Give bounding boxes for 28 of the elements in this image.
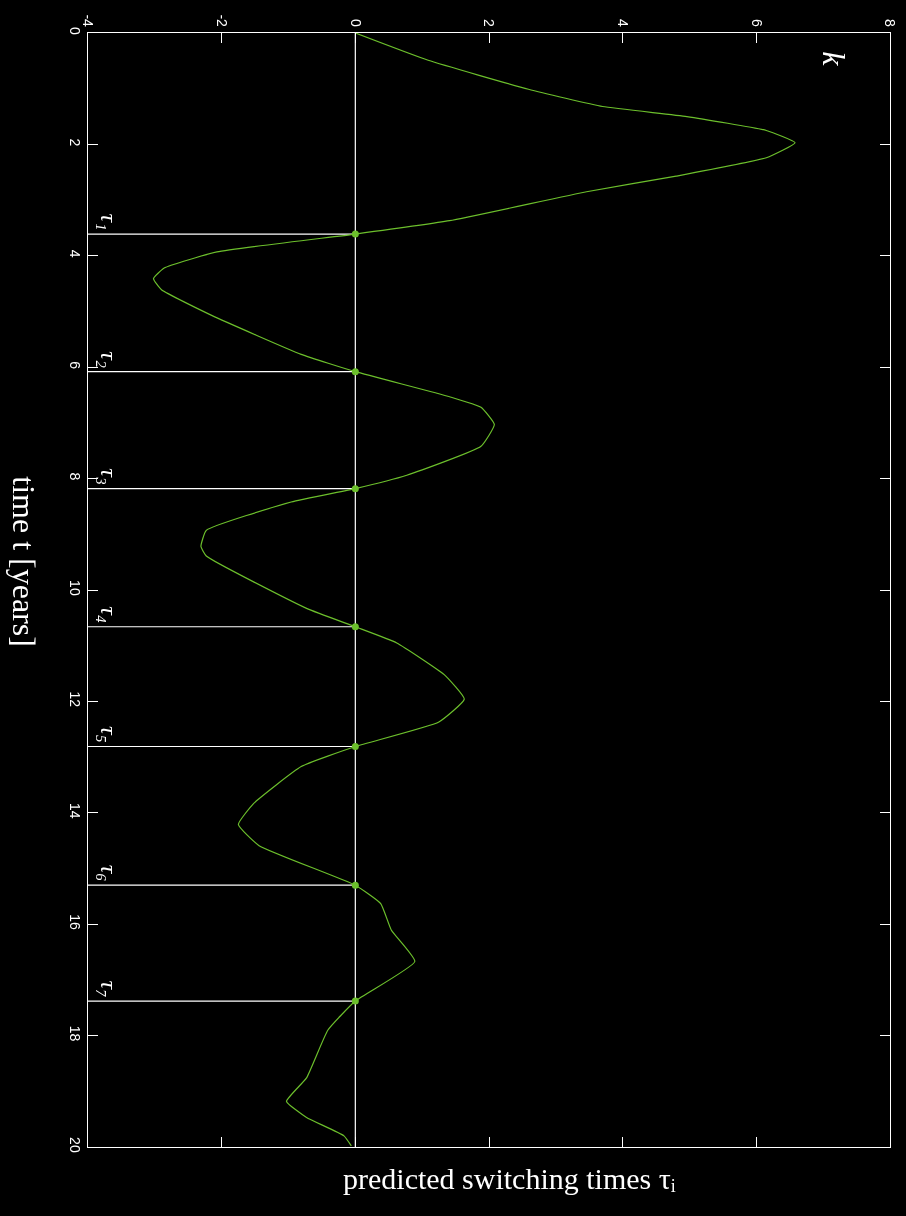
- ref-line-label: τ₄: [96, 606, 123, 624]
- ref-line-label: τ₃: [96, 468, 123, 486]
- x-tick-label: 6: [748, 19, 765, 28]
- x-tick-label: 8: [882, 19, 899, 28]
- x-tick-label: 0: [347, 19, 364, 28]
- ref-line-label: τ₂: [96, 351, 123, 369]
- annotation: k: [816, 51, 853, 67]
- y-tick-label: 2: [67, 138, 83, 147]
- ref-line-label: τ₆: [95, 864, 122, 882]
- x-tick-label: -2: [214, 14, 231, 28]
- y-tick-label: 14: [67, 802, 83, 819]
- y-tick-label: 12: [67, 691, 83, 708]
- y-axis-title: time t [years]: [6, 476, 43, 647]
- y-tick-label: 16: [67, 914, 83, 931]
- text: predicted switching times τᵢ: [343, 1162, 676, 1195]
- y-tick-label: 18: [67, 1025, 83, 1042]
- y-tick-label: 4: [67, 249, 83, 258]
- x-tick-label: -4: [80, 14, 97, 28]
- y-tick-label: 8: [67, 472, 83, 481]
- ref-line-label: τ₇: [95, 980, 122, 998]
- ref-line-label: τ₅: [96, 726, 123, 743]
- x-tick-label: 4: [615, 19, 632, 28]
- y-tick-label: 6: [67, 361, 83, 370]
- y-tick-label: 20: [67, 1137, 83, 1153]
- y-tick-label: 0: [67, 27, 83, 35]
- y-tick-label: 10: [67, 580, 83, 596]
- x-tick-label: 2: [481, 19, 498, 28]
- ref-line-label: τ₁: [95, 213, 122, 231]
